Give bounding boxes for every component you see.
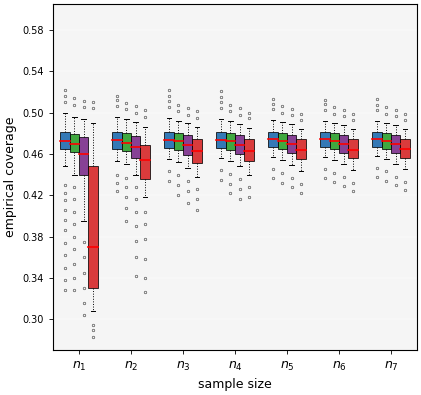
- FancyBboxPatch shape: [320, 132, 330, 147]
- FancyBboxPatch shape: [131, 136, 140, 158]
- FancyBboxPatch shape: [330, 133, 339, 149]
- FancyBboxPatch shape: [192, 139, 202, 163]
- FancyBboxPatch shape: [339, 135, 349, 153]
- FancyBboxPatch shape: [122, 133, 131, 151]
- FancyBboxPatch shape: [173, 133, 183, 150]
- Y-axis label: empirical coverage: empirical coverage: [4, 117, 17, 237]
- FancyBboxPatch shape: [400, 139, 410, 158]
- FancyBboxPatch shape: [60, 132, 69, 149]
- FancyBboxPatch shape: [245, 139, 254, 161]
- FancyBboxPatch shape: [296, 139, 306, 159]
- FancyBboxPatch shape: [226, 133, 235, 150]
- FancyBboxPatch shape: [69, 134, 79, 152]
- FancyBboxPatch shape: [216, 132, 226, 148]
- FancyBboxPatch shape: [235, 135, 245, 154]
- FancyBboxPatch shape: [391, 135, 400, 153]
- FancyBboxPatch shape: [183, 135, 192, 155]
- FancyBboxPatch shape: [164, 132, 173, 148]
- FancyBboxPatch shape: [79, 137, 88, 175]
- FancyBboxPatch shape: [382, 133, 391, 149]
- FancyBboxPatch shape: [278, 133, 287, 149]
- FancyBboxPatch shape: [112, 132, 122, 149]
- FancyBboxPatch shape: [349, 139, 358, 158]
- FancyBboxPatch shape: [88, 166, 98, 288]
- FancyBboxPatch shape: [287, 135, 296, 153]
- FancyBboxPatch shape: [140, 145, 150, 179]
- FancyBboxPatch shape: [372, 132, 382, 147]
- X-axis label: sample size: sample size: [198, 378, 272, 391]
- FancyBboxPatch shape: [268, 132, 278, 147]
